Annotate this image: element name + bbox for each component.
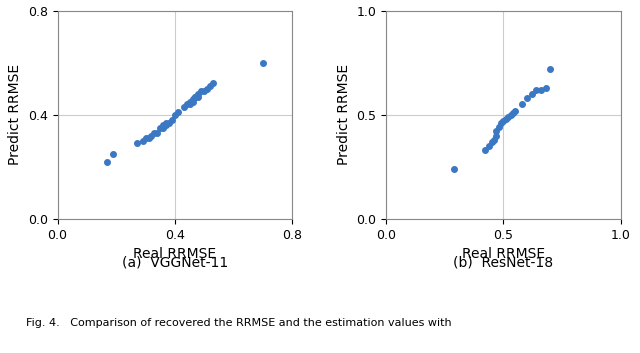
Point xyxy=(193,91,204,97)
Point xyxy=(486,139,497,145)
Point xyxy=(179,104,189,110)
Point xyxy=(531,87,541,92)
Point xyxy=(492,128,502,134)
Point xyxy=(202,86,212,91)
Point xyxy=(193,94,204,99)
Point xyxy=(161,120,172,125)
Point xyxy=(499,118,509,124)
Point xyxy=(506,112,516,118)
Y-axis label: Predict RRMSE: Predict RRMSE xyxy=(8,64,22,165)
Point xyxy=(167,117,177,123)
Point xyxy=(132,140,142,146)
Point xyxy=(158,122,168,128)
Point xyxy=(188,99,198,104)
Point xyxy=(152,130,163,136)
Point xyxy=(108,151,118,157)
Point xyxy=(517,102,527,107)
Point xyxy=(205,83,215,89)
Point xyxy=(496,120,506,126)
Point xyxy=(196,89,207,94)
Point xyxy=(484,143,495,149)
Point xyxy=(208,81,218,86)
Point xyxy=(493,124,504,130)
Point xyxy=(508,110,518,115)
Point xyxy=(140,135,150,141)
Point xyxy=(541,85,551,90)
Point xyxy=(489,137,499,143)
Point xyxy=(449,166,460,172)
X-axis label: Real RRMSE: Real RRMSE xyxy=(462,247,545,261)
Point xyxy=(182,102,192,107)
Point xyxy=(510,108,520,113)
X-axis label: Real RRMSE: Real RRMSE xyxy=(133,247,216,261)
Point xyxy=(158,125,168,131)
Point xyxy=(492,133,502,138)
Point xyxy=(164,120,174,125)
Point xyxy=(138,138,148,144)
Y-axis label: Predict RRMSE: Predict RRMSE xyxy=(337,64,351,165)
Point xyxy=(149,130,159,136)
Point xyxy=(161,122,172,128)
Point xyxy=(147,133,157,138)
Point xyxy=(545,66,556,72)
Text: (b)  ResNet-18: (b) ResNet-18 xyxy=(453,256,554,270)
Point xyxy=(522,95,532,101)
Point xyxy=(199,89,209,94)
Point xyxy=(479,147,490,153)
Point xyxy=(190,94,200,99)
Point xyxy=(102,159,113,164)
Point xyxy=(170,112,180,118)
Point xyxy=(184,102,195,107)
Point xyxy=(143,135,154,141)
Point xyxy=(527,91,537,97)
Point xyxy=(188,96,198,102)
Point xyxy=(190,94,200,99)
Point xyxy=(503,114,513,120)
Text: Fig. 4.   Comparison of recovered the RRMSE and the estimation values with: Fig. 4. Comparison of recovered the RRMS… xyxy=(26,318,451,328)
Point xyxy=(536,87,546,92)
Point xyxy=(184,99,195,104)
Text: (a)  VGGNet-11: (a) VGGNet-11 xyxy=(122,256,228,270)
Point xyxy=(155,125,165,131)
Point xyxy=(500,116,511,122)
Point xyxy=(173,109,183,115)
Point xyxy=(258,60,268,66)
